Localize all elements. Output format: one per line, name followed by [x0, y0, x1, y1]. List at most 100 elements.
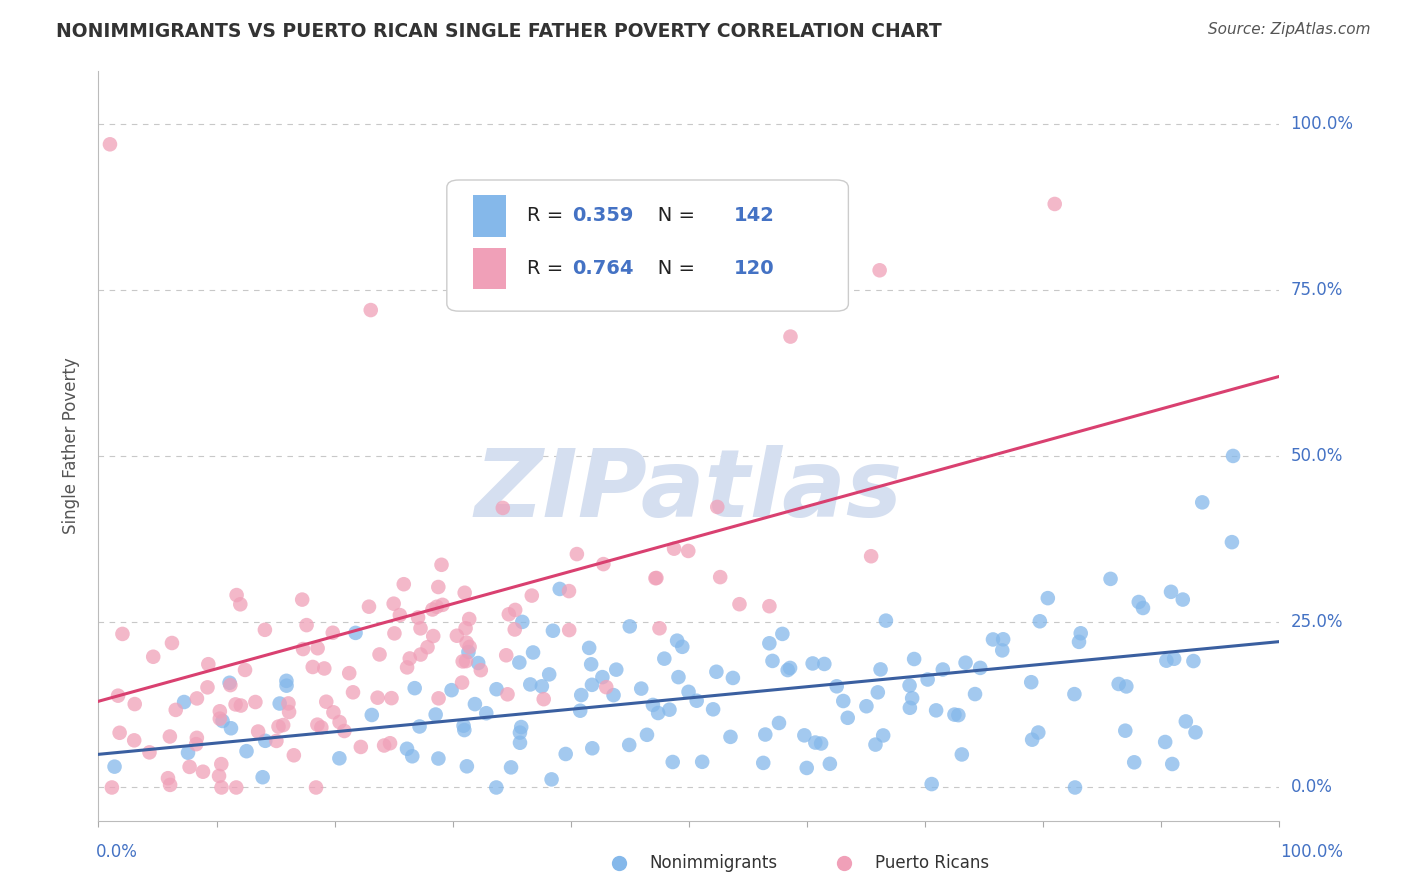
Point [592, 557, 614, 571]
Text: ZIPatlas: ZIPatlas [475, 445, 903, 537]
Point [903, 652, 925, 666]
Point [271, 718, 294, 732]
Point [776, 663, 799, 677]
Point [229, 698, 252, 713]
Point [652, 651, 675, 665]
Point [768, 716, 790, 731]
Text: 0.359: 0.359 [572, 206, 633, 226]
Point [229, 597, 252, 611]
Point [581, 678, 603, 692]
Point [208, 704, 231, 718]
Point [427, 751, 450, 765]
Point [454, 654, 477, 668]
Point [329, 714, 352, 729]
Point [991, 643, 1014, 657]
Point [467, 656, 489, 670]
Point [1182, 654, 1205, 668]
Point [1026, 725, 1049, 739]
Y-axis label: Single Father Poverty: Single Father Poverty [62, 358, 80, 534]
Point [1220, 535, 1243, 549]
Point [373, 739, 395, 753]
Point [470, 663, 492, 677]
Point [503, 603, 526, 617]
Point [124, 697, 146, 711]
Point [917, 673, 939, 687]
Text: 25.0%: 25.0% [1291, 613, 1343, 631]
Point [1161, 757, 1184, 772]
FancyBboxPatch shape [447, 180, 848, 311]
Point [804, 735, 827, 749]
Point [475, 706, 498, 721]
Point [579, 657, 602, 672]
Point [456, 759, 478, 773]
Point [510, 615, 533, 629]
Point [770, 627, 793, 641]
Point [456, 635, 478, 649]
Text: R =: R = [527, 259, 569, 278]
Point [558, 623, 581, 637]
Point [406, 610, 429, 624]
Point [179, 760, 201, 774]
Point [636, 728, 658, 742]
Text: 75.0%: 75.0% [1291, 281, 1343, 299]
Point [360, 708, 382, 723]
Point [367, 690, 389, 705]
Point [530, 679, 553, 693]
Point [1128, 595, 1150, 609]
Point [666, 633, 689, 648]
Point [1191, 495, 1213, 509]
Point [177, 746, 200, 760]
Point [793, 728, 815, 742]
Text: Source: ZipAtlas.com: Source: ZipAtlas.com [1208, 22, 1371, 37]
Point [1154, 735, 1177, 749]
Point [159, 778, 181, 792]
Point [645, 571, 668, 585]
Point [837, 711, 859, 725]
Point [252, 770, 274, 784]
Point [761, 654, 783, 668]
Point [619, 738, 641, 752]
Point [337, 666, 360, 681]
Text: NONIMMIGRANTS VS PUERTO RICAN SINGLE FATHER POVERTY CORRELATION CHART: NONIMMIGRANTS VS PUERTO RICAN SINGLE FAT… [56, 22, 942, 41]
Point [432, 598, 454, 612]
Point [538, 667, 561, 681]
Point [404, 681, 426, 695]
Point [368, 648, 391, 662]
Point [98, 137, 121, 152]
Point [307, 641, 329, 656]
Point [533, 692, 555, 706]
Point [801, 657, 824, 671]
Point [898, 700, 921, 714]
Point [453, 719, 475, 733]
Point [427, 691, 450, 706]
Point [208, 712, 231, 726]
Point [283, 748, 305, 763]
Point [1156, 654, 1178, 668]
Point [832, 694, 855, 708]
Point [225, 698, 247, 712]
Point [1163, 652, 1185, 666]
Point [208, 769, 231, 783]
Point [630, 681, 652, 696]
Point [464, 697, 486, 711]
FancyBboxPatch shape [472, 248, 506, 289]
Point [422, 629, 444, 643]
Point [1132, 601, 1154, 615]
Point [225, 588, 247, 602]
Point [401, 749, 423, 764]
Point [925, 703, 948, 717]
Point [519, 677, 541, 691]
Point [209, 757, 232, 772]
Point [671, 640, 693, 654]
Point [1115, 680, 1137, 694]
FancyBboxPatch shape [472, 195, 506, 236]
Point [218, 675, 240, 690]
Point [969, 661, 991, 675]
Point [392, 577, 415, 591]
Point [796, 761, 818, 775]
Point [932, 663, 955, 677]
Point [1043, 197, 1066, 211]
Text: Nonimmigrants: Nonimmigrants [650, 855, 778, 872]
Point [103, 759, 125, 773]
Point [641, 698, 664, 712]
